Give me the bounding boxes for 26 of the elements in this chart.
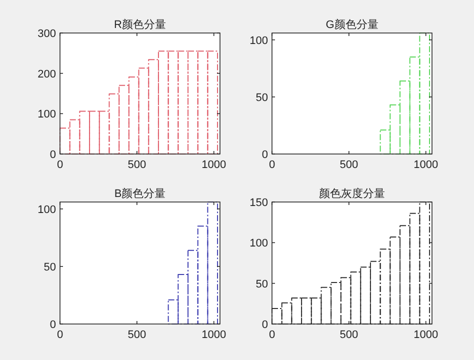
x-tick-label: 500 (340, 329, 358, 341)
chart-title: G颜色分量 (326, 18, 378, 31)
y-tick-label: 50 (44, 261, 56, 274)
y-tick-label: 0 (50, 149, 56, 161)
y-tick-label: 0 (50, 319, 56, 331)
y-tick-label: 150 (250, 197, 268, 209)
y-tick-label: 100 (250, 34, 268, 47)
y-tick-label: 0 (262, 319, 268, 331)
x-tick-label: 500 (128, 159, 146, 171)
y-tick-label: 0 (262, 149, 268, 161)
chart-title: R颜色分量 (114, 18, 166, 31)
y-tick-label: 50 (256, 278, 268, 290)
y-tick-label: 300 (38, 28, 56, 40)
x-tick-label: 1000 (414, 159, 438, 171)
x-tick-label: 1000 (202, 329, 226, 341)
x-tick-label: 1000 (414, 329, 438, 341)
x-tick-label: 500 (340, 159, 358, 171)
y-tick-label: 200 (38, 68, 56, 80)
chart-title: B颜色分量 (114, 187, 166, 200)
y-tick-label: 100 (250, 238, 268, 250)
y-tick-label: 100 (38, 108, 56, 121)
y-tick-label: 100 (38, 204, 56, 216)
y-tick-label: 50 (256, 92, 268, 104)
chart-title: 颜色灰度分量 (319, 187, 385, 200)
x-tick-label: 1000 (202, 159, 226, 171)
x-tick-label: 500 (128, 329, 146, 341)
